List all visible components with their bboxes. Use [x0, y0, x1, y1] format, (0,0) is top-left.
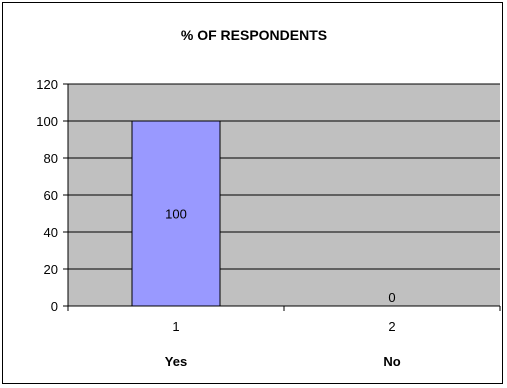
y-tick-label: 40: [44, 225, 58, 240]
y-tick-label: 80: [44, 151, 58, 166]
data-label: 100: [165, 207, 187, 222]
y-tick-label: 20: [44, 262, 58, 277]
y-tick-label: 0: [51, 299, 58, 314]
data-label: 0: [388, 290, 395, 305]
y-tick-label: 100: [36, 114, 58, 129]
y-tick-label: 60: [44, 188, 58, 203]
y-tick-label: 120: [36, 77, 58, 92]
x-category-label: Yes: [165, 354, 187, 369]
labels: 0 20 40 60 80 100 120 100 0 1 Yes 2 No: [36, 77, 400, 369]
x-tick-label: 1: [172, 319, 179, 334]
x-category-label: No: [383, 354, 400, 369]
chart-title: % OF RESPONDENTS: [181, 27, 327, 43]
axes: [63, 83, 501, 311]
x-tick-label: 2: [388, 319, 395, 334]
